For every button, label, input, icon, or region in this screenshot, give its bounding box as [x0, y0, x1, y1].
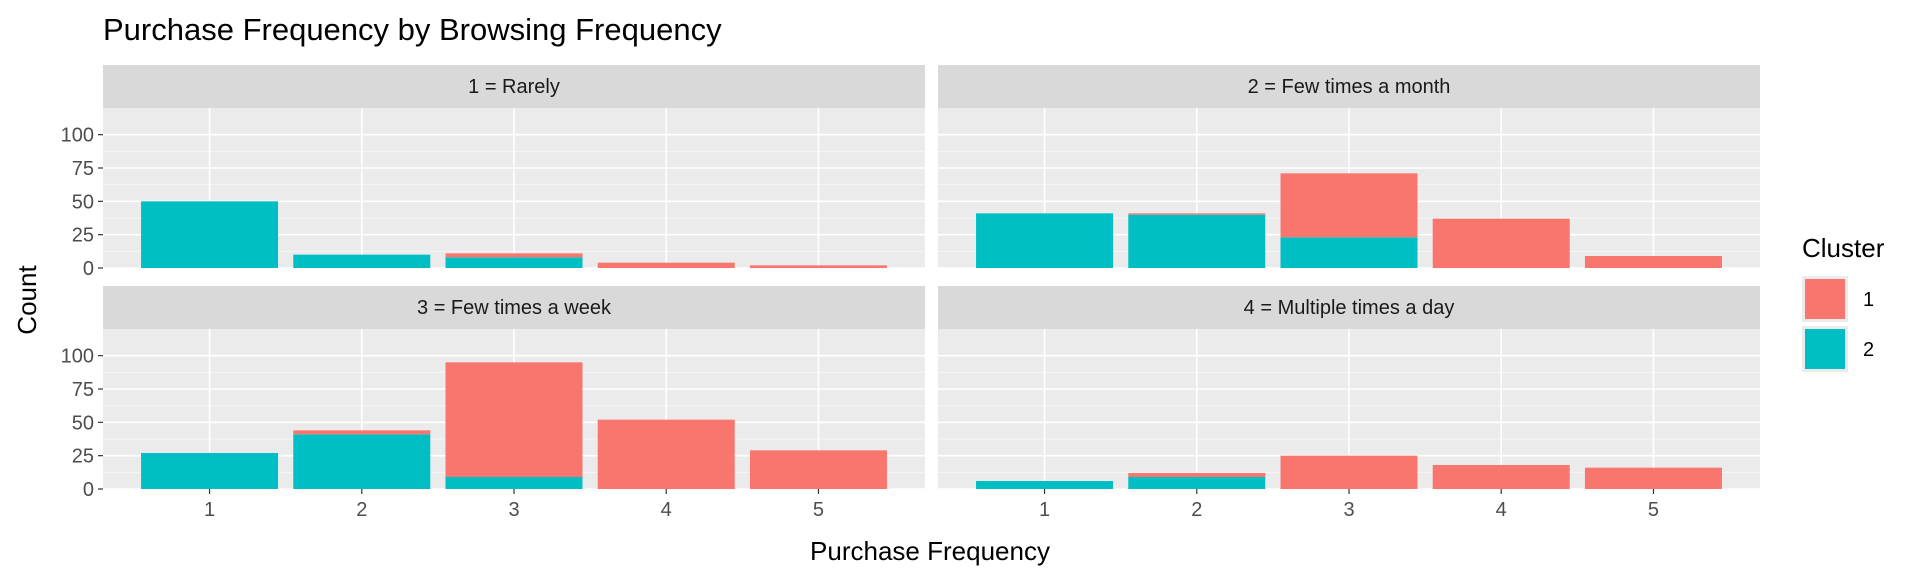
x-tick-label: 4 [661, 499, 672, 521]
facet-strip [103, 65, 925, 108]
y-tick-label: 50 [72, 412, 94, 434]
legend-title: Cluster [1802, 233, 1885, 263]
bar-cluster-2 [1128, 477, 1266, 489]
bar-cluster-2 [141, 453, 279, 489]
x-tick-label: 1 [204, 499, 215, 521]
legend-label: 2 [1863, 339, 1874, 361]
facet-label: 2 = Few times a month [1248, 76, 1451, 98]
bar-cluster-1 [597, 262, 735, 268]
bar-cluster-1 [1280, 173, 1418, 238]
y-tick-label: 0 [83, 479, 94, 501]
bar-cluster-1 [1432, 218, 1570, 268]
chart-title: Purchase Frequency by Browsing Frequency [103, 12, 722, 47]
legend-label: 1 [1863, 289, 1874, 311]
x-tick-label: 4 [1496, 499, 1507, 521]
facet-panel: 4 = Multiple times a day 1 2 3 4 5 [938, 286, 1760, 521]
x-tick-label: 3 [1343, 499, 1354, 521]
bar-cluster-2 [293, 254, 431, 268]
y-axis-title: Count [12, 265, 42, 335]
y-tick-label: 100 [61, 346, 94, 368]
x-tick-label: 5 [813, 499, 824, 521]
y-tick-label: 75 [72, 379, 94, 401]
facet-strip [103, 286, 925, 329]
bar-cluster-2 [445, 477, 583, 489]
facet-strip [938, 65, 1760, 108]
bar-cluster-1 [597, 419, 735, 489]
x-tick-label: 2 [1191, 499, 1202, 521]
bar-cluster-2 [293, 434, 431, 489]
x-tick-label: 3 [508, 499, 519, 521]
bar-cluster-2 [976, 481, 1114, 489]
bar-cluster-1 [293, 430, 431, 435]
facet-strip [938, 286, 1760, 329]
x-axis-title: Purchase Frequency [810, 536, 1050, 566]
x-tick-label: 2 [356, 499, 367, 521]
bar-cluster-1 [1432, 465, 1570, 489]
bar-cluster-1 [749, 450, 887, 489]
legend-key-1 [1805, 279, 1845, 319]
x-tick-label: 1 [1039, 499, 1050, 521]
facet-label: 4 = Multiple times a day [1244, 297, 1455, 319]
y-tick-label: 0 [83, 258, 94, 280]
y-tick-label: 25 [72, 225, 94, 247]
bar-cluster-1 [445, 362, 583, 477]
bar-cluster-2 [1280, 237, 1418, 268]
facet-label: 3 = Few times a week [417, 297, 612, 319]
bar-cluster-2 [1128, 214, 1266, 268]
bar-cluster-2 [445, 257, 583, 268]
bar-cluster-1 [445, 253, 583, 258]
y-tick-label: 100 [61, 125, 94, 147]
bar-cluster-1 [1584, 256, 1722, 268]
facet-panel: 3 = Few times a week 0 25 50 75 100 1 2 3 4 5 [61, 286, 925, 521]
facet-label: 1 = Rarely [468, 76, 560, 98]
y-tick-label: 75 [72, 158, 94, 180]
bar-cluster-1 [1128, 213, 1266, 215]
facet-panel: 1 = Rarely 0 25 50 75 100 [61, 65, 925, 280]
bar-cluster-1 [1280, 455, 1418, 489]
bar-cluster-1 [749, 265, 887, 268]
x-tick-label: 5 [1648, 499, 1659, 521]
bar-cluster-1 [1584, 467, 1722, 489]
bar-cluster-2 [976, 213, 1114, 268]
facet-panel: 2 = Few times a month [938, 65, 1760, 269]
legend: Cluster 1 2 [1802, 233, 1885, 372]
y-tick-label: 25 [72, 446, 94, 468]
bar-cluster-1 [1128, 473, 1266, 477]
bar-cluster-2 [141, 201, 279, 268]
y-tick-label: 50 [72, 191, 94, 213]
legend-key-2 [1805, 329, 1845, 369]
